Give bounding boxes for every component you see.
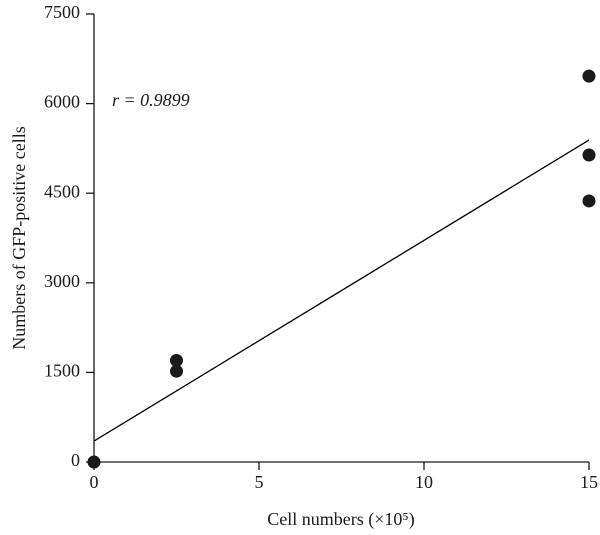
point <box>582 69 596 83</box>
x-axis-label: Cell numbers (×10⁵) <box>267 509 414 530</box>
point <box>170 353 183 367</box>
annotation: r = 0.9899 <box>112 90 190 110</box>
x-tick-label: 0 <box>90 472 99 492</box>
y-tick-label: 6000 <box>44 92 80 112</box>
fit-line <box>93 139 590 442</box>
y-tick-label: 1500 <box>44 361 80 381</box>
y-tick-label: 3000 <box>44 271 80 291</box>
y-tick-label: 7500 <box>44 2 80 22</box>
point <box>582 194 596 208</box>
y-tick-label: 4500 <box>44 181 80 201</box>
x-tick-label: 5 <box>255 472 264 492</box>
point <box>170 364 183 378</box>
point <box>582 148 596 162</box>
y-tick-label: 0 <box>71 450 80 470</box>
x-tick-label: 10 <box>415 472 433 492</box>
y-axis-label: Numbers of GFP-positive cells <box>9 126 29 349</box>
x-tick-label: 15 <box>580 472 598 492</box>
point <box>87 455 101 469</box>
